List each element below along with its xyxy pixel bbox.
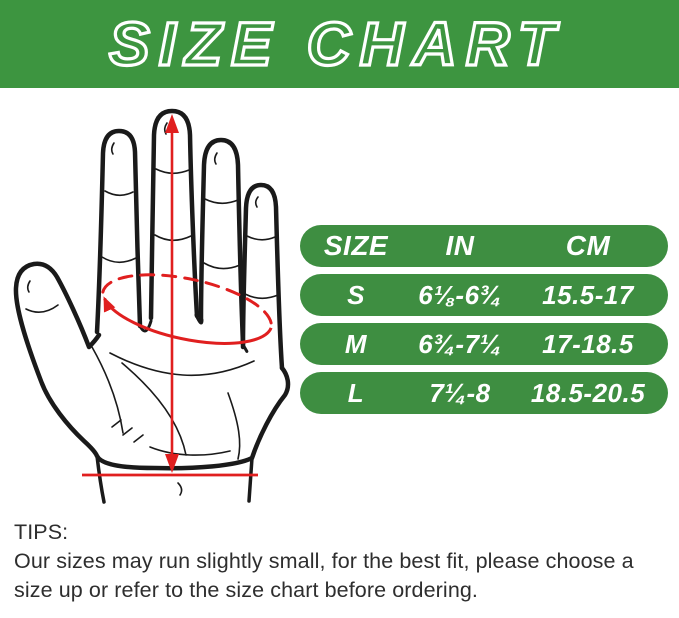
in-cell: 6⅛-6¾: [418, 279, 502, 310]
tips-label: TIPS:: [14, 520, 69, 544]
hand-length-arrow: [165, 114, 179, 473]
hand-illustration-svg: [13, 108, 291, 504]
size-cell: S: [347, 279, 365, 310]
cm-cell: 17-18.5: [542, 328, 634, 359]
size-cell: M: [344, 328, 368, 359]
header-cm: CM: [565, 230, 611, 261]
table-header-row: SIZE IN CM: [300, 225, 668, 267]
banner: SIZE CHART: [0, 0, 679, 88]
table-row-m: M 6¾-7¼ 17-18.5: [300, 323, 668, 365]
table-row-l: L 7¼-8 18.5-20.5: [300, 372, 668, 414]
in-cell: 7¼-8: [429, 377, 491, 408]
page-title: SIZE CHART: [107, 8, 564, 79]
hand-diagram: [0, 95, 300, 515]
in-cell: 6¾-7¼: [418, 328, 502, 359]
header-in: IN: [445, 230, 475, 261]
cm-cell: 15.5-17: [542, 279, 634, 310]
size-cell: L: [347, 377, 365, 408]
hand-outline: [13, 108, 291, 504]
finger-webs: [138, 313, 249, 353]
tips-body: Our sizes may run slightly small, for th…: [14, 549, 634, 602]
table-row-s: S 6⅛-6¾ 15.5-17: [300, 274, 668, 316]
header-size: SIZE: [323, 230, 389, 261]
palm-circumference-ellipse: [101, 273, 273, 345]
cm-cell: 18.5-20.5: [530, 377, 646, 408]
size-table: SIZE IN CM S 6⅛-6¾ 15.5-17 M 6¾-7¼ 17-18…: [300, 225, 668, 421]
tips-section: TIPS: Our sizes may run slightly small, …: [14, 518, 662, 605]
